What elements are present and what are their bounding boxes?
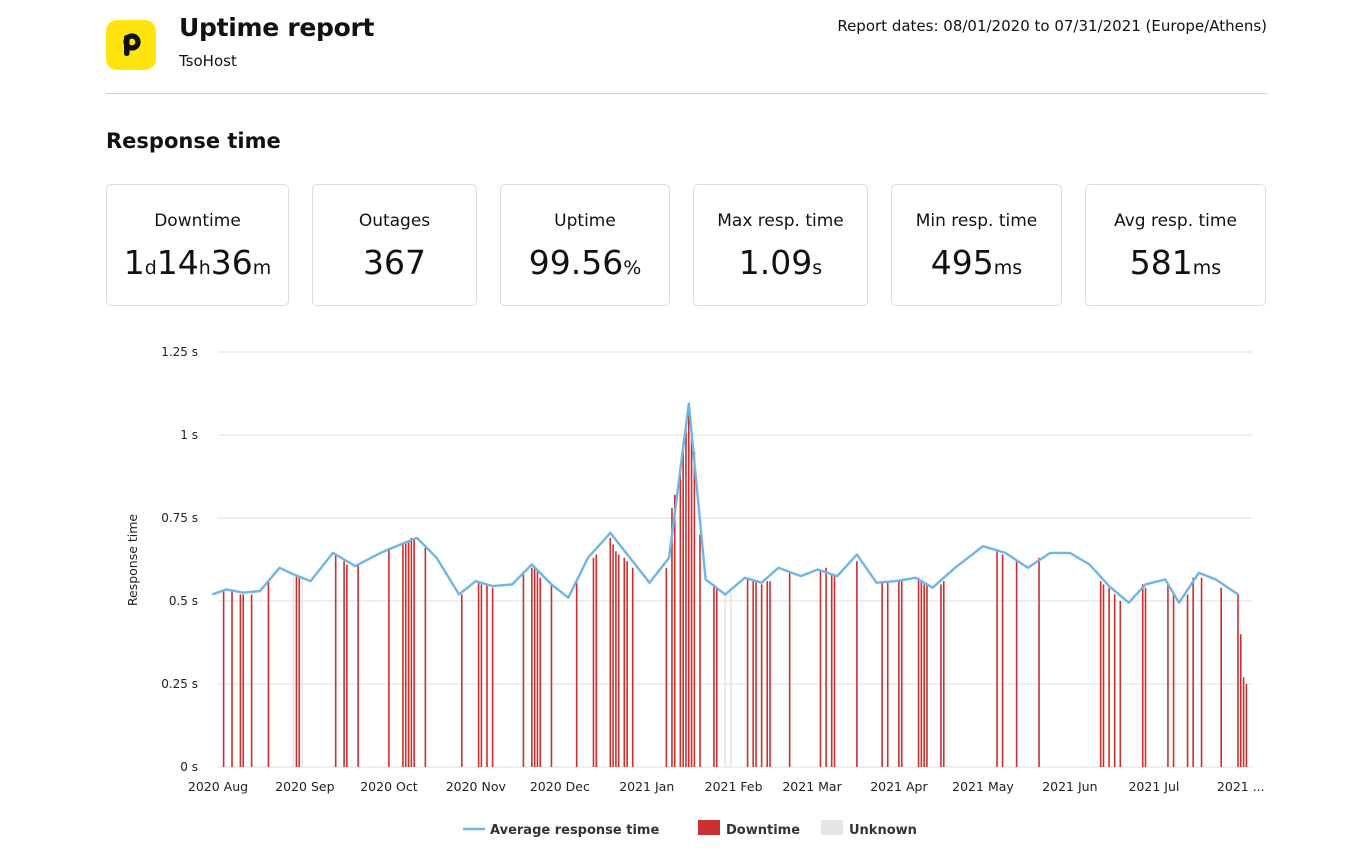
- y-tick-label: 1.25 s: [161, 345, 198, 359]
- report-title: Uptime report: [179, 13, 375, 42]
- x-tick-label: 2021 May: [952, 779, 1014, 794]
- y-tick-label: 0 s: [180, 760, 198, 774]
- monitor-name: TsoHost: [179, 52, 237, 70]
- p-logo-icon: [123, 33, 141, 56]
- legend-label: Average response time: [490, 823, 659, 838]
- x-tick-label: 2020 Oct: [360, 779, 417, 794]
- stat-label: Max resp. time: [717, 211, 844, 231]
- stat-label: Outages: [358, 211, 431, 231]
- stat-unit: s: [812, 257, 823, 279]
- stat-unit: h: [198, 257, 211, 279]
- y-axis-label: Response time: [125, 514, 140, 607]
- x-tick-label: 2021 Apr: [870, 779, 928, 794]
- x-tick-label: 2021 ...: [1217, 779, 1265, 794]
- x-tick-label: 2020 Dec: [530, 779, 590, 794]
- stat-number: 1.09: [738, 243, 813, 282]
- section-title: Response time: [106, 129, 281, 153]
- y-tick-label: 1 s: [180, 428, 198, 442]
- stat-card-outages: Outages 367: [312, 184, 477, 306]
- x-tick-label: 2021 Mar: [782, 779, 842, 794]
- stat-card-avg-resp: Avg resp. time 581ms: [1085, 184, 1266, 306]
- stat-number: 367: [363, 243, 426, 282]
- stat-card-max-resp: Max resp. time 1.09s: [693, 184, 868, 306]
- stat-label: Downtime: [154, 211, 241, 231]
- legend-downtime-swatch: [698, 820, 720, 835]
- avg-response-line: [211, 402, 1239, 604]
- header-divider: [106, 93, 1267, 94]
- x-tick-label: 2020 Sep: [275, 779, 334, 794]
- stat-value: 367: [313, 243, 476, 282]
- stat-number: 1: [123, 243, 145, 282]
- stat-unit: ms: [993, 257, 1023, 279]
- stat-label: Avg resp. time: [1114, 211, 1237, 231]
- x-tick-label: 2021 Jun: [1042, 779, 1097, 794]
- y-tick-label: 0.75 s: [161, 511, 198, 525]
- stat-value: 1d14h36m: [107, 243, 288, 282]
- x-tick-label: 2021 Jul: [1128, 779, 1179, 794]
- stat-number: 36: [210, 243, 253, 282]
- stat-unit: %: [623, 257, 642, 279]
- stat-label: Uptime: [554, 211, 616, 231]
- stat-unit: d: [144, 257, 157, 279]
- stat-number: 581: [1129, 243, 1193, 282]
- stat-value: 1.09s: [694, 243, 867, 282]
- stat-value: 495ms: [892, 243, 1061, 282]
- legend-label: Unknown: [849, 823, 917, 838]
- stat-number: 495: [930, 243, 994, 282]
- x-tick-label: 2020 Nov: [446, 779, 507, 794]
- stat-unit: m: [252, 257, 272, 279]
- x-tick-label: 2021 Jan: [619, 779, 674, 794]
- x-tick-label: 2020 Aug: [188, 779, 248, 794]
- stat-value: 581ms: [1086, 243, 1265, 282]
- stat-number: 14: [156, 243, 199, 282]
- legend-unknown-swatch: [821, 820, 843, 835]
- stat-label: Min resp. time: [915, 211, 1038, 231]
- legend-label: Downtime: [726, 823, 800, 838]
- app-logo: [106, 20, 156, 70]
- chart-legend: Average response time Downtime Unknown: [463, 820, 917, 838]
- stat-card-downtime: Downtime 1d14h36m: [106, 184, 289, 306]
- x-tick-label: 2021 Feb: [705, 779, 763, 794]
- stat-card-min-resp: Min resp. time 495ms: [891, 184, 1062, 306]
- stat-number: 99.56: [528, 243, 624, 282]
- stat-card-uptime: Uptime 99.56%: [500, 184, 670, 306]
- y-tick-label: 0.5 s: [169, 594, 198, 608]
- stat-unit: ms: [1192, 257, 1222, 279]
- y-tick-label: 0.25 s: [161, 677, 198, 691]
- report-dates: Report dates: 08/01/2020 to 07/31/2021 (…: [837, 17, 1267, 35]
- stat-value: 99.56%: [501, 243, 669, 282]
